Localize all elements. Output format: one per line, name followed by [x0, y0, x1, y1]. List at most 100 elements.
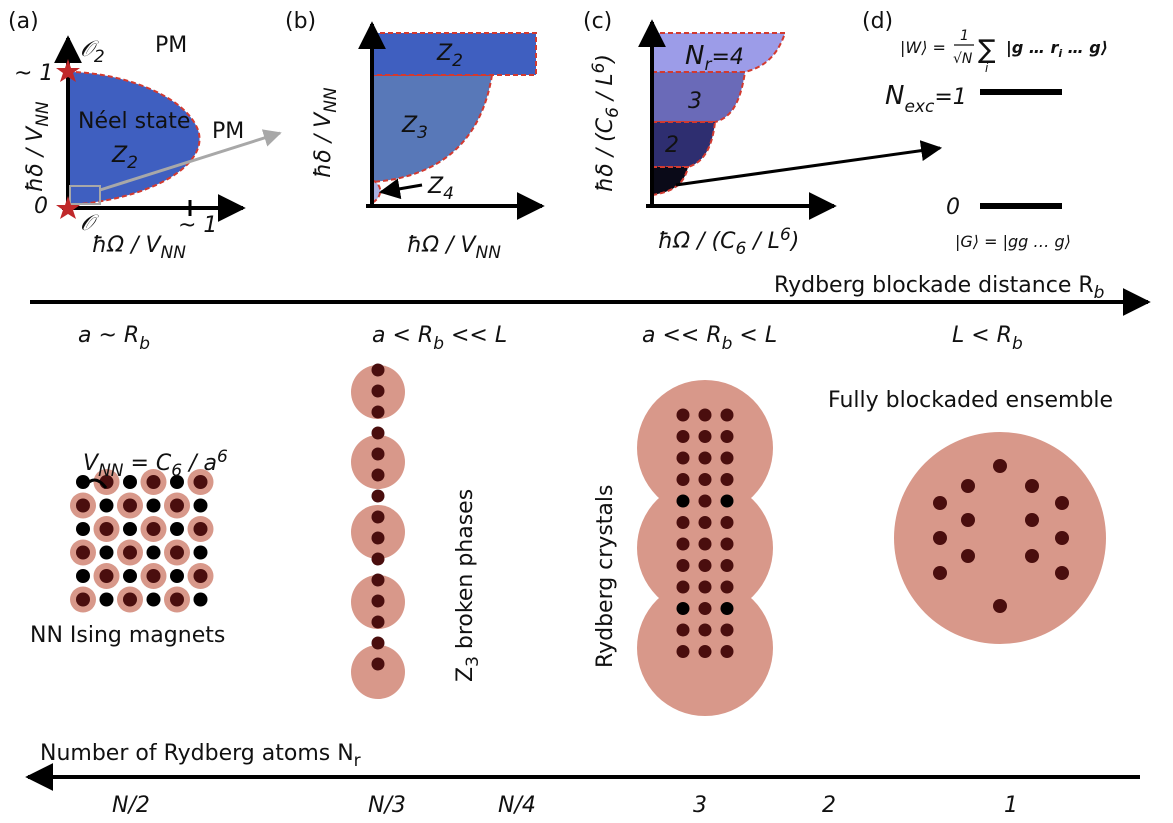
atom	[698, 580, 712, 594]
atom	[961, 513, 975, 527]
atom	[698, 408, 712, 422]
atom	[933, 496, 947, 510]
ising-caption: NN Ising magnets	[30, 623, 225, 648]
atom	[676, 516, 690, 529]
atom	[720, 623, 734, 637]
rydberg-atom	[146, 522, 161, 536]
level0-label: 0	[946, 195, 960, 220]
regime-label-2: a < Rb << L	[372, 323, 507, 354]
rydberg-atom	[99, 522, 114, 536]
atom	[720, 580, 734, 594]
nr-tick-3: 3	[693, 793, 707, 818]
ground-atom	[76, 522, 90, 536]
atom	[720, 516, 734, 529]
z4-phase-region	[371, 178, 382, 205]
blockade-disk	[351, 645, 405, 699]
z3-phase-region	[371, 74, 494, 184]
atom	[371, 510, 385, 524]
vnn-formula: VNN = C6 / a6	[83, 447, 228, 481]
nr-tick-2: 2	[822, 793, 836, 818]
y-tick-a-0: 0	[34, 194, 48, 219]
x-label-a: ħΩ / VNN	[92, 233, 186, 263]
panel-a: (a) 𝒪2 𝒪 ~ 1 0 ~ 1 PM PM Néel state Z2 ħ…	[8, 9, 282, 263]
z4-pointer-arrow	[378, 178, 423, 200]
z2-phase-region	[371, 32, 537, 76]
atom	[371, 615, 385, 629]
lobe-nr4	[651, 32, 787, 73]
z3-label-b: Z3	[401, 113, 428, 143]
blockade-disk	[894, 432, 1106, 644]
z2-label-a: Z2	[111, 143, 138, 173]
atom	[1025, 549, 1039, 563]
atom	[371, 573, 385, 587]
ground-atom	[123, 475, 137, 489]
rydberg-atom	[193, 522, 208, 536]
atom	[961, 479, 975, 493]
atom	[698, 451, 712, 465]
atom	[371, 363, 385, 377]
atom	[676, 451, 690, 465]
pm-label-top: PM	[155, 33, 187, 58]
atom	[676, 580, 690, 594]
regime-label-3: a << Rb < L	[642, 323, 777, 354]
atom	[720, 473, 734, 486]
z3-caption: Z3 broken phases	[453, 489, 483, 682]
atom	[676, 430, 690, 443]
ground-atom	[146, 592, 161, 607]
atom	[698, 645, 712, 658]
atom	[698, 473, 712, 486]
atom	[676, 473, 690, 486]
w-state-lhs: |W⟩ =	[900, 38, 946, 57]
atom	[371, 531, 385, 545]
atom	[1025, 513, 1039, 527]
atom	[698, 559, 712, 572]
blockaded-caption: Fully blockaded ensemble	[828, 388, 1113, 413]
atom	[676, 408, 690, 422]
atom	[371, 636, 385, 650]
atom	[1055, 566, 1069, 580]
star-marker-o2	[56, 59, 80, 82]
w-state-index: i	[985, 61, 989, 75]
ground-atom	[676, 602, 690, 615]
atom	[933, 531, 947, 545]
atom	[720, 537, 734, 551]
regime-label-1: a ~ Rb	[78, 323, 150, 354]
rydberg-atom	[123, 592, 137, 607]
rb-axis: Rydberg blockade distance Rb a ~ Rb a < …	[30, 273, 1151, 354]
lobe3-label: 3	[688, 89, 702, 114]
atom	[698, 494, 712, 508]
atom	[676, 537, 690, 551]
rydberg-atom	[146, 569, 161, 583]
zoom-box	[69, 185, 101, 205]
nr-tick-n3: N/3	[368, 793, 406, 818]
ground-atom	[146, 498, 161, 513]
neel-phase-region	[67, 70, 201, 207]
pm-label-right: PM	[212, 119, 244, 144]
lobe-nr3	[651, 71, 747, 123]
ground-atom	[720, 494, 734, 508]
w-state-num: 1	[960, 28, 969, 44]
ground-atom	[720, 602, 734, 615]
x-label-b: ħΩ / VNN	[407, 233, 501, 263]
c-to-d-arrow	[675, 140, 943, 187]
rydberg-atom	[170, 592, 184, 607]
panel-b-tag: (b)	[285, 9, 316, 34]
z3-chain	[351, 363, 405, 699]
rydberg-atom	[99, 569, 114, 583]
ground-atom	[123, 522, 137, 536]
g-state: |G⟩ = |gg … g⟩	[955, 232, 1071, 251]
blockade-disk	[351, 435, 405, 489]
atom	[961, 549, 975, 563]
rb-axis-label: Rydberg blockade distance Rb	[774, 273, 1104, 303]
ground-atom	[146, 545, 161, 560]
atom	[933, 566, 947, 580]
nr-axis: Number of Rydberg atoms Nr N/2 N/3 N/4 3…	[25, 741, 1140, 818]
atom	[720, 645, 734, 658]
y-label-a: ħδ / VNN	[23, 101, 53, 192]
atom	[676, 559, 690, 572]
blockade-disk	[637, 380, 773, 516]
z2-label-b: Z2	[436, 41, 463, 71]
lobe-nr2	[651, 121, 717, 168]
rydberg-atom	[193, 569, 208, 583]
atom	[720, 430, 734, 443]
